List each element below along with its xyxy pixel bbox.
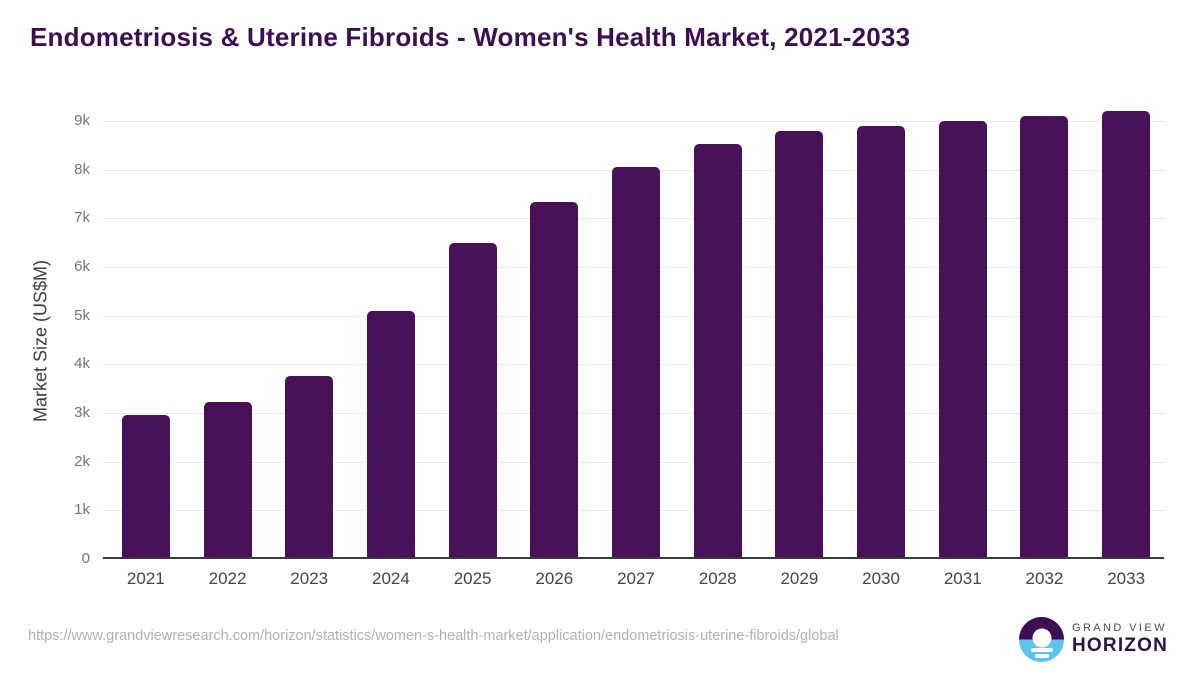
bar-2022[interactable] xyxy=(203,402,252,559)
y-axis-tick-label: 1k xyxy=(74,501,90,519)
bar-2024[interactable] xyxy=(366,310,415,559)
y-axis-tick-label: 6k xyxy=(74,258,90,275)
x-axis-label: 2022 xyxy=(208,569,247,588)
x-axis-label: 2021 xyxy=(126,569,165,588)
x-axis-label: 2032 xyxy=(1025,569,1064,588)
x-axis-label: 2027 xyxy=(617,569,655,588)
x-axis-label: 2025 xyxy=(453,569,492,588)
x-axis-label: 2023 xyxy=(290,569,329,588)
bar-2026[interactable] xyxy=(530,201,579,559)
logo-sun-shape xyxy=(1032,628,1051,648)
y-axis-tick-label: 4k xyxy=(74,355,90,373)
x-axis-label: 2029 xyxy=(780,569,819,588)
logo-text: GRAND VIEW HORIZON xyxy=(1072,622,1168,657)
horizon-sunset-logo-icon xyxy=(1019,617,1064,662)
y-axis-tick-label: 5k xyxy=(74,306,90,324)
logo-horizon-label: HORIZON xyxy=(1072,635,1169,656)
x-axis-line xyxy=(103,557,1164,559)
bar-2027[interactable] xyxy=(612,167,660,559)
bar-2025[interactable] xyxy=(448,243,497,559)
y-axis-tick-label: 2k xyxy=(74,452,90,470)
logo-grand-view-label: GRAND VIEW xyxy=(1072,622,1167,634)
x-axis-label: 2026 xyxy=(535,569,574,588)
x-axis-label: 2033 xyxy=(1107,569,1146,588)
logo-reflection-bar xyxy=(1030,648,1053,652)
x-axis-label: 2030 xyxy=(862,569,900,588)
bar-2029[interactable] xyxy=(775,131,824,559)
bar-2030[interactable] xyxy=(857,126,906,559)
logo-reflection-bar xyxy=(1034,654,1049,658)
bar-2023[interactable] xyxy=(285,376,334,559)
bar-2032[interactable] xyxy=(1020,116,1069,559)
y-axis-title: Market Size (US$M) xyxy=(30,259,51,423)
grandview-horizon-logo: GRAND VIEW HORIZON xyxy=(1019,617,1168,662)
x-axis-label: 2028 xyxy=(698,569,737,588)
source-url: https://www.grandviewresearch.com/horizo… xyxy=(28,628,839,644)
chart-title: Endometriosis & Uterine Fibroids - Women… xyxy=(30,22,911,52)
bar-2031[interactable] xyxy=(938,121,987,559)
y-axis-tick-label: 0 xyxy=(81,550,90,567)
gridline xyxy=(103,121,1164,122)
y-axis-tick-label: 7k xyxy=(74,209,90,227)
y-axis-tick-label: 8k xyxy=(74,160,90,178)
y-axis-tick-label: 9k xyxy=(74,112,90,129)
bar-2021[interactable] xyxy=(121,415,170,559)
bar-2028[interactable] xyxy=(693,144,742,559)
x-axis-label: 2024 xyxy=(371,569,410,588)
x-axis-label: 2031 xyxy=(943,569,982,588)
bar-2033[interactable] xyxy=(1102,111,1151,559)
y-axis-tick-label: 3k xyxy=(74,404,90,421)
